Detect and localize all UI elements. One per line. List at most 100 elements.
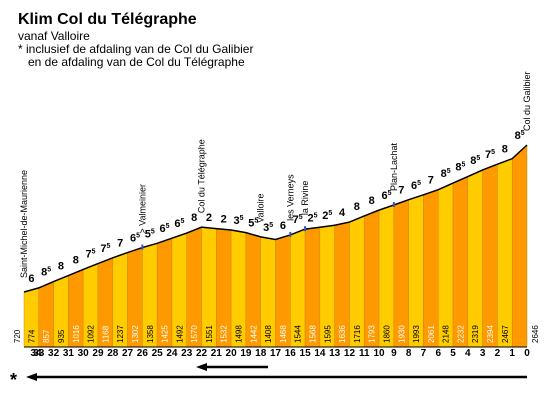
elevation-label: 1468 [279,325,288,343]
elevation-label: 1570 [190,325,199,343]
profile-segment [452,176,469,348]
gradient-label: 8 [502,144,508,156]
km-label: 19 [240,348,252,359]
km-label: 14 [314,348,326,359]
km-label: 9 [391,348,397,359]
gradient-label: 6 [280,220,286,232]
km-label: 24 [166,348,178,359]
elevation-label: 2319 [471,325,480,343]
gradient-label: 25 [307,212,317,224]
elevation-label: 1237 [116,325,125,343]
profile-segment [408,194,424,348]
short-arrow-head [196,363,207,371]
km-label: 27 [122,348,134,359]
profile-segment [482,163,498,348]
km-label: 28 [107,348,119,359]
place-label: la Rivine [300,181,310,216]
elevation-label: 1636 [338,325,347,343]
km-label: 0 [524,348,530,359]
elevation-label: 774 [27,329,36,343]
km-label: 8 [406,348,412,359]
gradient-label: 85 [41,267,51,279]
km-label: 18 [255,348,267,359]
km-label: 23 [181,348,193,359]
km-label: 11 [359,348,370,359]
elevation-label: 1425 [161,325,170,343]
gradient-label: 7 [428,175,434,187]
gradient-label: 65 [130,233,140,245]
gradient-label: 6 [28,273,34,285]
gradient-label: 35 [233,215,243,227]
elevation-label: 1016 [72,325,81,343]
km-label: 7 [421,348,427,359]
elevation-label: 1860 [382,325,391,343]
profile-segment [512,144,528,348]
elevation-label: 1544 [294,325,303,343]
place-marker [304,226,307,232]
place-label: > Valmeinier [137,184,147,234]
gradient-label: 75 [100,243,110,255]
gradient-label: 8 [354,201,360,213]
km-label: 25 [152,348,164,359]
km-label: 13 [329,348,341,359]
km-label: 15 [300,348,312,359]
elevation-label: 1716 [353,325,362,343]
footnote-star: * [10,370,17,390]
gradient-label: 65 [381,190,391,202]
km-label: 26 [137,348,149,359]
elevation-label: 1568 [308,325,317,343]
gradient-label: 25 [322,210,332,222]
km-label: 12 [344,348,356,359]
place-label: Valloire [256,194,266,223]
elevation-label: 1442 [249,325,258,343]
km-label: 1 [509,348,515,359]
place-label: Plan-Lachat [389,142,399,191]
km-label: 32 [48,348,60,359]
gradient-label: 75 [293,214,303,226]
chart-header: Klim Col du Télégraphe vanaf Valloire * … [18,10,253,69]
chart-subtitle: vanaf Valloire [18,29,90,43]
km-label: 20 [226,348,238,359]
gradient-label: 2 [221,214,227,226]
km-label: 6 [435,348,441,359]
km-label: 17 [270,348,282,359]
km-label: 29 [92,348,104,359]
km-label: 31 [63,348,75,359]
gradient-label: 85 [515,130,525,142]
gradient-label: 85 [441,168,451,180]
elevation-label: 1498 [235,325,244,343]
place-label: Saint-Michel-de-Maurienne [19,170,29,278]
profile-segment [497,158,513,348]
elevation-label: 1168 [101,325,110,343]
elevation-label: 857 [42,329,51,343]
km-label: 33 [33,348,45,359]
gradient-label: 8 [369,195,375,207]
elevation-label: 1408 [264,325,273,343]
km-label: 34 [30,348,42,359]
km-label: 22 [196,348,208,359]
elevation-label: 1092 [87,325,96,343]
km-label: 16 [285,348,297,359]
elevation-label: 2061 [427,325,436,343]
profile-outline [23,144,528,348]
elevation-label: 935 [57,329,66,343]
km-label: 2 [495,348,501,359]
elevation-label: 720 [13,329,22,343]
elevation-label: 1302 [131,325,140,343]
km-label: 4 [465,348,471,359]
place-label: Col du Galibier [522,71,532,131]
gradient-label: 65 [160,223,170,235]
gradient-label: 55 [145,228,155,240]
km-label: 3 [480,348,486,359]
direction-arrows: * [10,363,527,390]
place-marker [289,231,292,237]
elevation-label: 2394 [486,325,495,343]
elevation-label: 1930 [397,325,406,343]
gradient-label: 35 [263,222,273,234]
gradient-label: 65 [411,180,421,192]
elevation-label: 1993 [412,325,421,343]
profile-segment [438,182,454,348]
elevation-label: 1793 [368,325,377,343]
